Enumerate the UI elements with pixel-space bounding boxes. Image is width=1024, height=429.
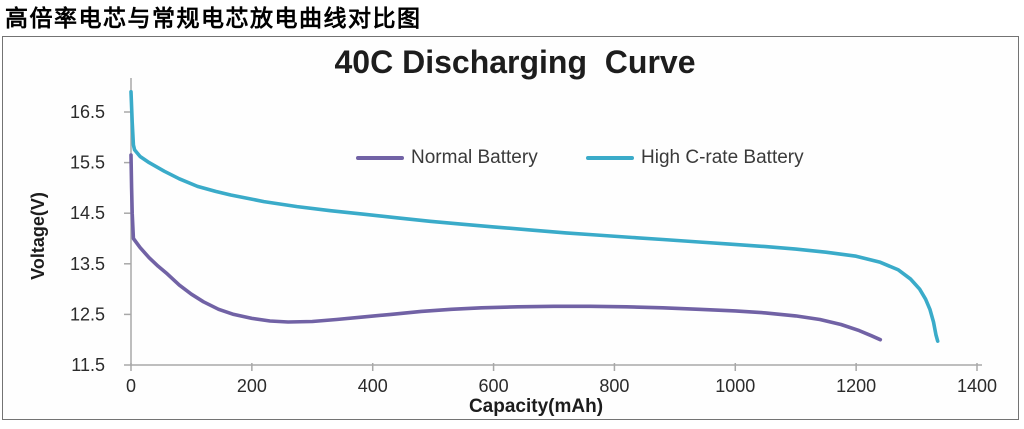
- legend-label-high-c-rate-battery: High C-rate Battery: [641, 147, 804, 168]
- x-tick-label: 1000: [715, 376, 755, 396]
- x-axis-title: Capacity(mAh): [468, 396, 604, 417]
- high-c-rate-battery-line-swatch-icon: [586, 156, 634, 160]
- x-tick-label: 400: [358, 376, 388, 396]
- y-tick-label: 16.5: [70, 102, 105, 122]
- x-tick-label: 1200: [836, 376, 876, 396]
- x-tick-label: 800: [599, 376, 629, 396]
- legend-item-normal-battery: Normal Battery: [356, 147, 538, 169]
- x-tick-label: 600: [479, 376, 509, 396]
- document-title: 高倍率电芯与常规电芯放电曲线对比图: [5, 6, 422, 32]
- y-tick-label: 15.5: [70, 153, 105, 173]
- series-line-normal-battery: [129, 153, 883, 342]
- legend-label-normal-battery: Normal Battery: [411, 147, 538, 168]
- x-tick-label: 1400: [957, 376, 997, 396]
- chart-title: 40C Discharging Curve: [334, 44, 696, 80]
- y-tick-label: 12.5: [70, 304, 105, 324]
- series-line-high-c-rate-battery: [129, 90, 940, 344]
- y-axis-title: Voltage(V): [28, 192, 48, 280]
- y-tick-label: 14.5: [70, 203, 105, 223]
- normal-battery-line-swatch-icon: [356, 156, 404, 160]
- x-tick-label: 0: [126, 376, 136, 396]
- legend-item-high-c-rate-battery: High C-rate Battery: [586, 147, 804, 169]
- y-tick-label: 13.5: [70, 254, 105, 274]
- x-tick-label: 200: [237, 376, 267, 396]
- y-tick-label: 11.5: [71, 355, 105, 375]
